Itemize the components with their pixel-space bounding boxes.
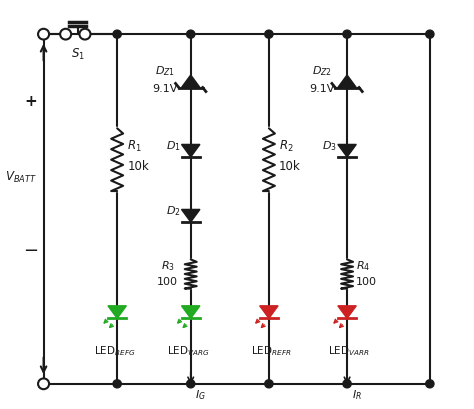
Circle shape bbox=[265, 30, 273, 38]
Text: $D_3$: $D_3$ bbox=[322, 139, 337, 153]
Polygon shape bbox=[182, 209, 200, 222]
Text: $S_1$: $S_1$ bbox=[71, 47, 84, 62]
Circle shape bbox=[38, 29, 49, 40]
Text: 100: 100 bbox=[356, 277, 377, 287]
Polygon shape bbox=[182, 75, 200, 88]
Text: 100: 100 bbox=[157, 277, 178, 287]
Text: $D_{Z2}$: $D_{Z2}$ bbox=[312, 65, 332, 78]
Text: 9.1V: 9.1V bbox=[309, 84, 335, 94]
Text: $R_1$: $R_1$ bbox=[127, 139, 142, 154]
Text: 9.1V: 9.1V bbox=[153, 84, 178, 94]
Circle shape bbox=[343, 30, 351, 38]
Text: $D_{Z1}$: $D_{Z1}$ bbox=[155, 65, 175, 78]
Circle shape bbox=[343, 380, 351, 388]
Polygon shape bbox=[108, 306, 127, 318]
Circle shape bbox=[265, 380, 273, 388]
Text: $-$: $-$ bbox=[23, 240, 38, 258]
Text: $R_3$: $R_3$ bbox=[161, 259, 175, 273]
Text: $R_4$: $R_4$ bbox=[356, 259, 371, 273]
Circle shape bbox=[60, 29, 71, 40]
Circle shape bbox=[426, 30, 434, 38]
Text: $I_R$: $I_R$ bbox=[352, 388, 362, 402]
Polygon shape bbox=[182, 144, 200, 157]
Polygon shape bbox=[338, 144, 356, 157]
Circle shape bbox=[113, 380, 121, 388]
Text: 10k: 10k bbox=[127, 160, 149, 173]
Text: $D_1$: $D_1$ bbox=[166, 139, 181, 153]
Circle shape bbox=[80, 29, 91, 40]
Polygon shape bbox=[182, 306, 200, 318]
Circle shape bbox=[426, 380, 434, 388]
Text: $V_{BATT}$: $V_{BATT}$ bbox=[5, 170, 36, 185]
Circle shape bbox=[38, 378, 49, 389]
Text: LED$_{REFG}$: LED$_{REFG}$ bbox=[94, 344, 136, 358]
Text: LED$_{REFR}$: LED$_{REFR}$ bbox=[251, 344, 292, 358]
Text: +: + bbox=[24, 94, 37, 109]
Circle shape bbox=[113, 30, 121, 38]
Text: LED$_{VARR}$: LED$_{VARR}$ bbox=[328, 344, 370, 358]
Polygon shape bbox=[260, 306, 278, 318]
Polygon shape bbox=[338, 75, 356, 88]
Text: LED$_{VARG}$: LED$_{VARG}$ bbox=[167, 344, 210, 358]
Text: $R_2$: $R_2$ bbox=[279, 139, 293, 154]
Text: $D_2$: $D_2$ bbox=[166, 204, 181, 218]
Circle shape bbox=[187, 30, 195, 38]
Circle shape bbox=[187, 380, 195, 388]
Text: $I_G$: $I_G$ bbox=[195, 388, 206, 402]
Polygon shape bbox=[338, 306, 356, 318]
Text: 10k: 10k bbox=[279, 160, 301, 173]
